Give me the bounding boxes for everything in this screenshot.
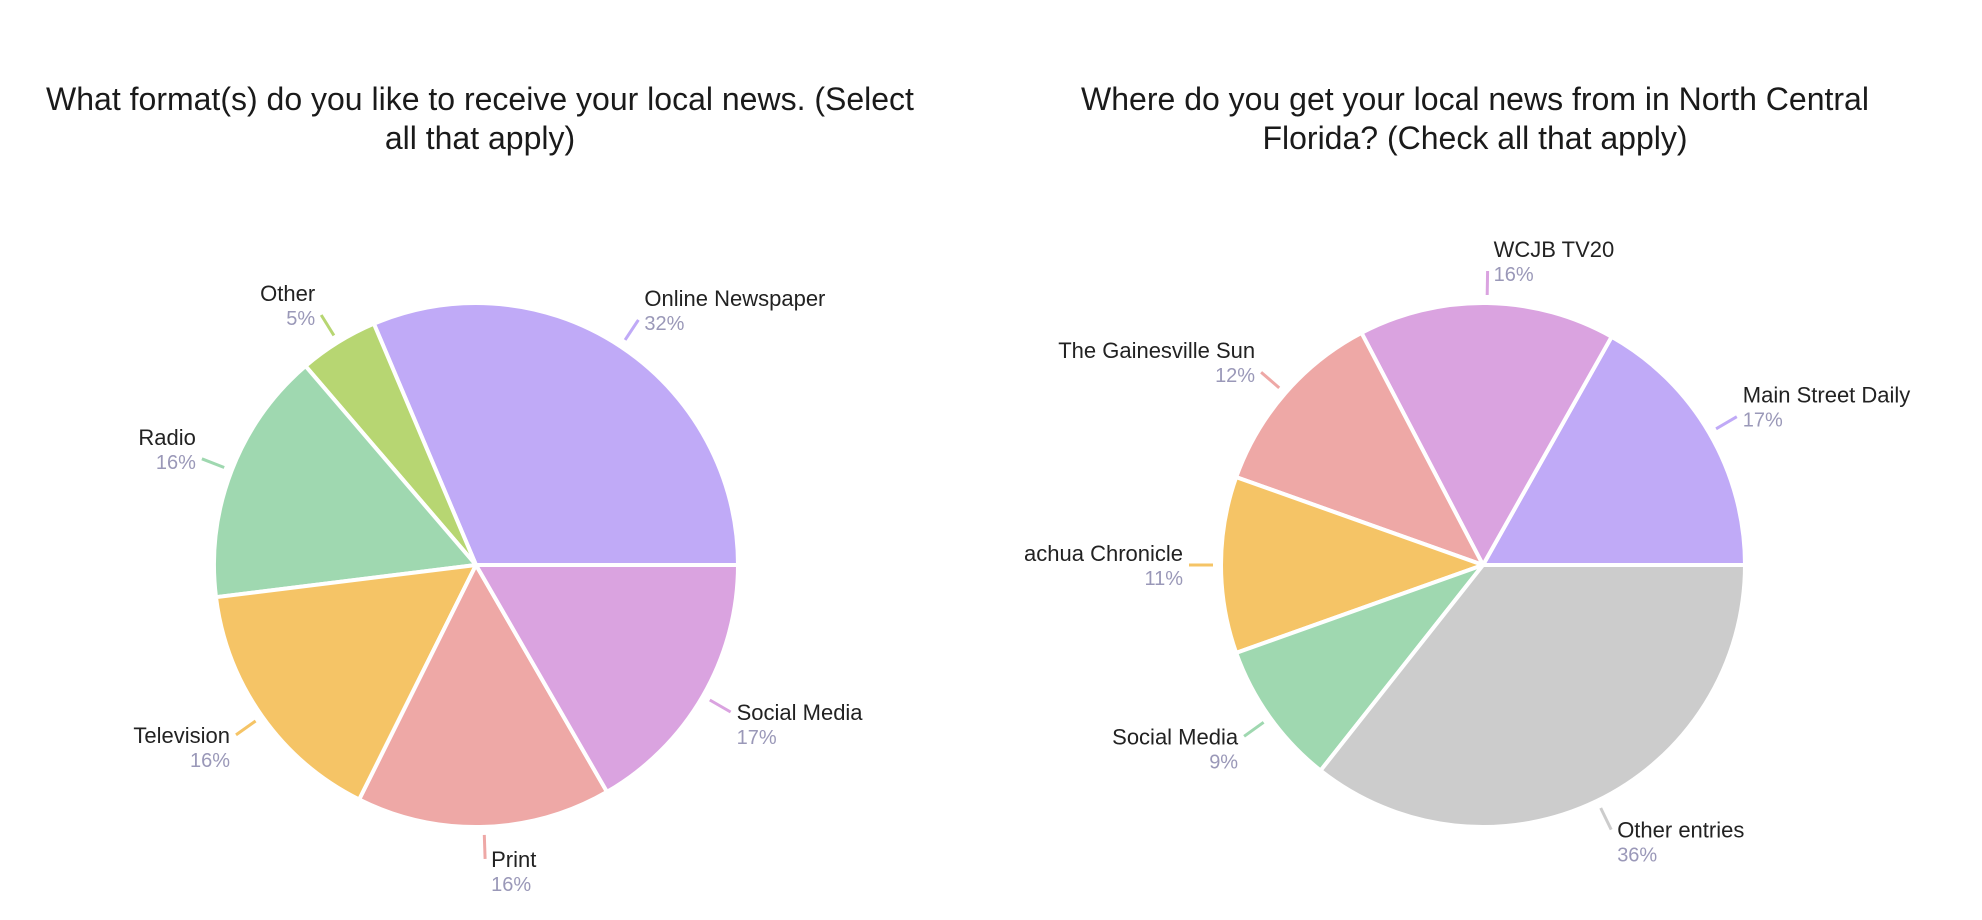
slice-percent-alachua-chronicle: 11% xyxy=(1144,568,1183,590)
chart-sources: Where do you get your local news from in… xyxy=(1025,0,1982,920)
leader-line-television xyxy=(235,719,257,737)
slice-percent-wcjb-tv20: 16% xyxy=(1494,264,1534,286)
leader-line-other-entries xyxy=(1599,807,1613,831)
leader-line-print xyxy=(482,834,487,859)
leader-line-social-media xyxy=(1243,721,1265,738)
pie-slice-radio[interactable] xyxy=(212,364,478,600)
slice-label-radio: Radio xyxy=(138,425,195,450)
slice-label-other-entries: Other entries xyxy=(1617,818,1744,843)
slice-label-the-gainesville-sun: The Gainesville Sun xyxy=(1058,338,1255,363)
slice-percent-online-newspaper: 32% xyxy=(644,313,684,335)
chart-formats: What format(s) do you like to receive yo… xyxy=(0,0,960,920)
pie-slice-social-media[interactable] xyxy=(474,563,740,794)
leader-line-main-street-daily xyxy=(1715,415,1738,431)
slice-label-social-media: Social Media xyxy=(1112,724,1239,749)
pie-slice-wcjb-tv20[interactable] xyxy=(1359,301,1614,567)
slice-percent-social-media: 9% xyxy=(1209,751,1238,773)
pie-slice-other-entries[interactable] xyxy=(1318,563,1747,829)
slice-percent-other-entries: 36% xyxy=(1617,845,1657,867)
slice-percent-other: 5% xyxy=(286,308,315,330)
leader-line-other xyxy=(319,314,336,337)
chart-title: Where do you get your local news from in… xyxy=(1081,81,1869,156)
pie-slice-print[interactable] xyxy=(357,563,609,829)
slice-label-alachua-chronicle: Alachua Chronicle xyxy=(1025,541,1183,566)
slice-percent-the-gainesville-sun: 12% xyxy=(1215,365,1255,387)
pie-chart-formats: Online Newspaper32%Other5%Radio16%Televi… xyxy=(133,281,864,896)
slice-percent-television: 16% xyxy=(190,750,230,772)
slice-percent-print: 16% xyxy=(491,874,531,896)
slice-label-online-newspaper: Online Newspaper xyxy=(644,286,825,311)
leader-line-radio xyxy=(201,457,225,469)
slice-label-other: Other xyxy=(260,281,315,306)
slice-label-social-media: Social Media xyxy=(737,700,864,725)
pie-slice-social-media[interactable] xyxy=(1234,563,1485,773)
pie-slice-online-newspaper[interactable] xyxy=(371,301,740,567)
pie-slice-the-gainesville-sun[interactable] xyxy=(1234,330,1485,567)
chart-title: What format(s) do you like to receive yo… xyxy=(46,81,914,156)
slice-percent-social-media: 17% xyxy=(737,727,777,749)
pie-slice-main-street-daily[interactable] xyxy=(1481,334,1747,567)
slice-label-main-street-daily: Main Street Daily xyxy=(1743,383,1911,408)
slice-percent-main-street-daily: 17% xyxy=(1743,410,1783,432)
slice-label-television: Television xyxy=(133,723,230,748)
slice-label-print: Print xyxy=(491,847,536,872)
slice-label-wcjb-tv20: WCJB TV20 xyxy=(1494,237,1615,262)
leader-line-social-media xyxy=(709,698,732,714)
pie-slice-alachua-chronicle[interactable] xyxy=(1219,475,1485,655)
pie-slice-television[interactable] xyxy=(213,563,478,802)
leader-line-online-newspaper xyxy=(623,319,640,341)
slice-percent-radio: 16% xyxy=(156,452,196,474)
leader-line-the-gainesville-sun xyxy=(1260,371,1281,390)
